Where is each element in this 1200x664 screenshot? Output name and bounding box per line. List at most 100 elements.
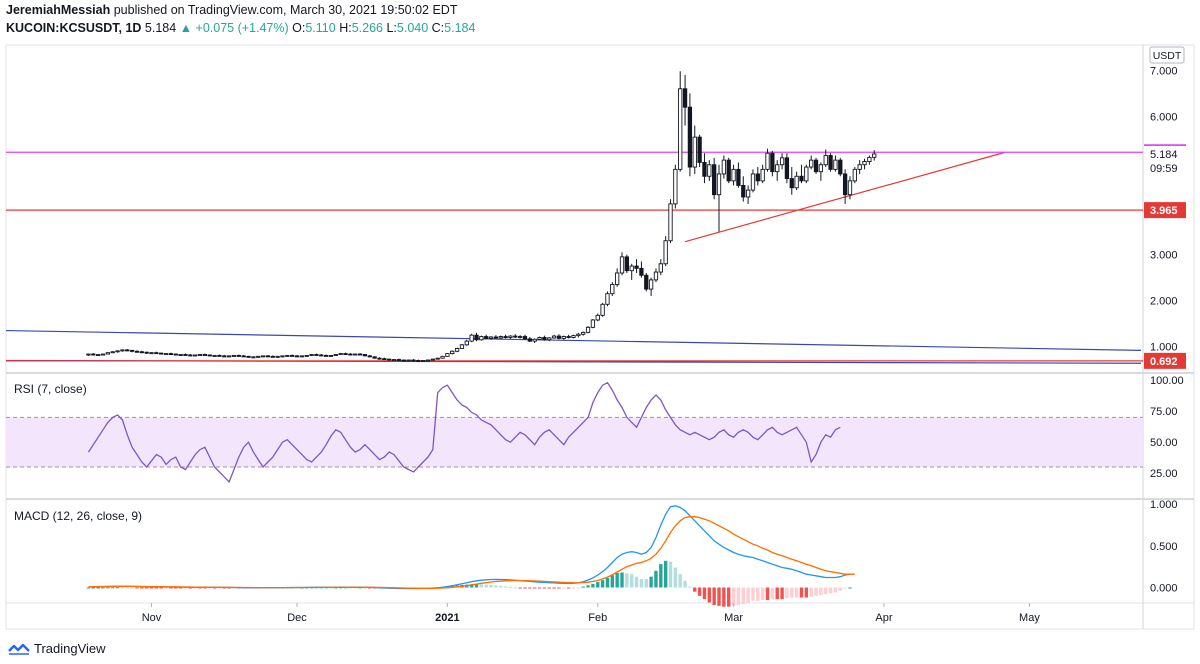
candle (712, 157, 717, 200)
macd-histogram-bar (702, 587, 707, 600)
candle (270, 355, 275, 358)
macd-histogram-bar (144, 587, 149, 589)
candle (464, 339, 469, 346)
macd-histogram-bar (625, 573, 629, 588)
candle (280, 355, 285, 358)
candle-body (639, 267, 644, 276)
candle-body (304, 354, 309, 357)
candle-body (595, 314, 600, 321)
candle-body (430, 358, 435, 361)
macd-histogram-bar (140, 587, 144, 589)
macd-histogram-bar (794, 587, 799, 598)
candle-body (488, 336, 494, 339)
rsi-line (87, 381, 841, 484)
candle-body (658, 263, 663, 273)
candle-body (391, 359, 397, 362)
candle (367, 354, 372, 358)
candle-body (532, 338, 537, 342)
macd-histogram-bar (649, 576, 653, 588)
chart-frame (5, 44, 1195, 630)
macd-histogram-bar (848, 587, 852, 589)
candle-body (207, 354, 212, 357)
candle-body (644, 274, 649, 290)
candle (382, 357, 387, 361)
candle-body (357, 353, 363, 356)
macd-title: MACD (12, 26, close, 9) (14, 509, 142, 523)
candle (265, 354, 271, 358)
candle-body (163, 353, 169, 356)
candle-body (818, 164, 824, 173)
time-tick-label: May (1019, 612, 1040, 624)
candle-body (469, 334, 474, 342)
macd-histogram-bar (523, 587, 527, 589)
candle (285, 354, 290, 357)
macd-line (88, 505, 851, 590)
candle (872, 150, 877, 161)
candle-body (692, 136, 697, 168)
macd-histogram-bar (838, 587, 842, 591)
candle-body (702, 161, 707, 177)
macd-histogram-bar (697, 587, 702, 596)
candle-body (522, 336, 528, 340)
rsi-tick-label: 50.00 (1150, 437, 1178, 449)
macd-tick-label: 0.500 (1150, 541, 1178, 553)
last-price-label: 5.184 (1150, 149, 1178, 161)
candle-body (765, 152, 770, 170)
candle-body (440, 355, 445, 359)
candle (508, 335, 513, 339)
candle (275, 355, 280, 358)
rsi-band (6, 417, 1143, 467)
rsi-tick-label: 25.00 (1150, 468, 1178, 480)
candle (804, 164, 809, 184)
candle (416, 359, 421, 362)
candle-body (508, 335, 513, 338)
candle (314, 353, 319, 356)
trend-line (5, 329, 1142, 351)
candle-body (809, 159, 814, 168)
candle-body (362, 354, 368, 357)
candle (100, 353, 106, 356)
candle-body (493, 336, 499, 339)
macd-histogram-bar (193, 587, 197, 589)
candle-body (125, 349, 130, 352)
candle (668, 199, 673, 244)
candle (328, 354, 334, 357)
candle-body (110, 351, 115, 354)
open-value: 5.110 (305, 21, 336, 35)
candle (517, 335, 523, 339)
macd-histogram-bar (634, 576, 639, 588)
footer-brand[interactable]: TradingView (8, 641, 106, 656)
level-label: 3.965 (1150, 205, 1178, 217)
candle (323, 354, 329, 357)
candle (857, 160, 862, 174)
macd-histogram-bar (659, 564, 663, 588)
candle (794, 171, 799, 191)
time-tick-label: 2021 (435, 612, 459, 624)
candle (595, 313, 600, 322)
candle (566, 334, 571, 339)
macd-histogram-bar (208, 587, 212, 589)
candle-body (256, 355, 261, 358)
candle (309, 354, 314, 356)
candle-body (571, 335, 576, 338)
macd-histogram-bar (494, 585, 498, 588)
candle (784, 153, 790, 184)
candle (144, 351, 149, 355)
candle-body (736, 168, 741, 186)
candle (634, 259, 639, 273)
macd-histogram-bar (727, 587, 731, 607)
candle-body (328, 354, 334, 357)
symbol-label[interactable]: KUCOIN:KCSUSDT, 1D (6, 21, 142, 35)
candle (663, 236, 668, 267)
macd-tick-label: 1.000 (1150, 499, 1178, 511)
author-name[interactable]: JeremiahMessiah (6, 3, 111, 17)
candle (406, 359, 411, 362)
countdown-label: 09:59 (1150, 163, 1178, 175)
macd-histogram-bar (508, 586, 513, 588)
candle-body (226, 355, 232, 358)
close-label: C: (431, 21, 445, 35)
candle (809, 155, 814, 170)
candle (401, 359, 406, 362)
rsi-title: RSI (7, close) (14, 382, 87, 396)
